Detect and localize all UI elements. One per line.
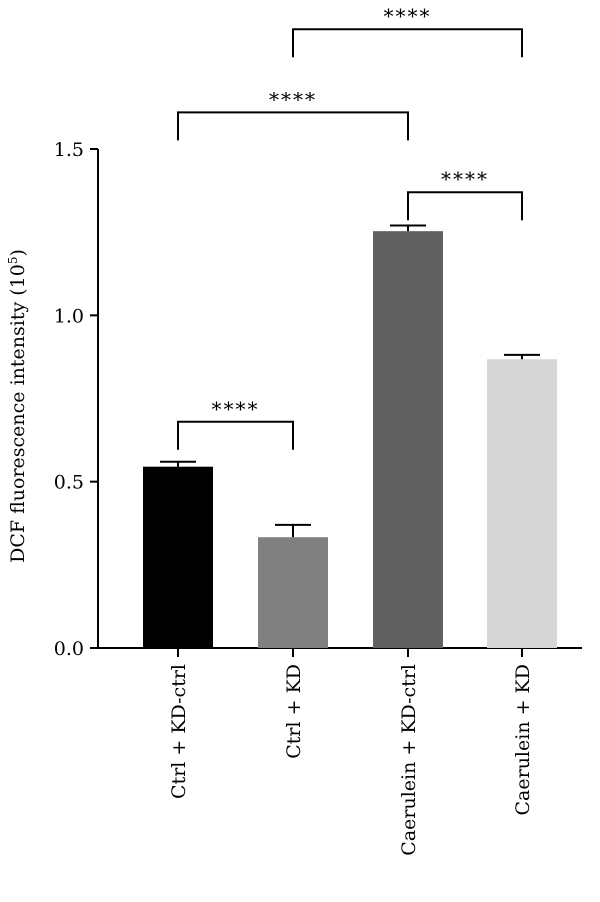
significance-label: ****	[384, 4, 432, 28]
bar	[143, 466, 213, 648]
x-category-label: Ctrl + KD-ctrl	[168, 664, 190, 799]
y-axis-title-close: )	[7, 249, 29, 256]
svg-text:DCF fluorescence intensity (10: DCF fluorescence intensity (105)	[6, 249, 29, 563]
y-tick-label: 0.5	[54, 472, 84, 494]
significance-bracket	[407, 191, 523, 221]
bar	[373, 231, 443, 648]
bar	[258, 537, 328, 648]
x-category-label: Caerulein + KD-ctrl	[398, 664, 420, 856]
bar	[487, 359, 557, 648]
significance-label: ****	[269, 87, 317, 111]
y-axis-title-text: DCF fluorescence intensity (10	[7, 264, 29, 563]
x-category-label: Caerulein + KD	[512, 664, 534, 816]
y-tick-label: 1.5	[54, 139, 84, 161]
y-tick-label: 1.0	[54, 305, 84, 327]
x-category-label: Ctrl + KD	[283, 664, 305, 759]
significance-label: ****	[212, 397, 260, 421]
significance-bracket	[292, 28, 523, 58]
significance-label: ****	[441, 167, 489, 191]
y-axis-title-exponent: 5	[6, 257, 20, 265]
y-tick-label: 0.0	[54, 638, 84, 660]
significance-bracket	[177, 111, 409, 141]
y-axis-title: DCF fluorescence intensity (105)	[6, 249, 29, 563]
significance-bracket	[177, 420, 294, 450]
